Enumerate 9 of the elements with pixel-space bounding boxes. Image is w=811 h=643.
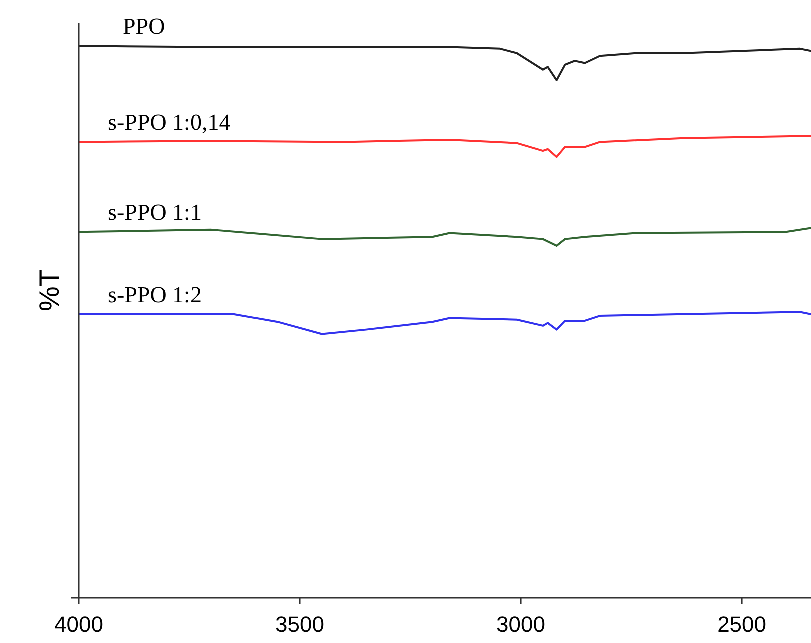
series-label: s-PPO 1:0,14: [108, 110, 232, 136]
series-label: PPO: [123, 14, 166, 40]
x-tick-label: 2500: [718, 612, 767, 637]
x-tick-label: 3500: [276, 612, 324, 637]
x-tick-label: 3000: [496, 612, 546, 637]
x-tick-label: 4000: [54, 612, 104, 637]
series-label: s-PPO 1:2: [108, 282, 202, 308]
y-axis-title: %T: [34, 270, 65, 312]
series-label: s-PPO 1:1: [108, 200, 202, 226]
